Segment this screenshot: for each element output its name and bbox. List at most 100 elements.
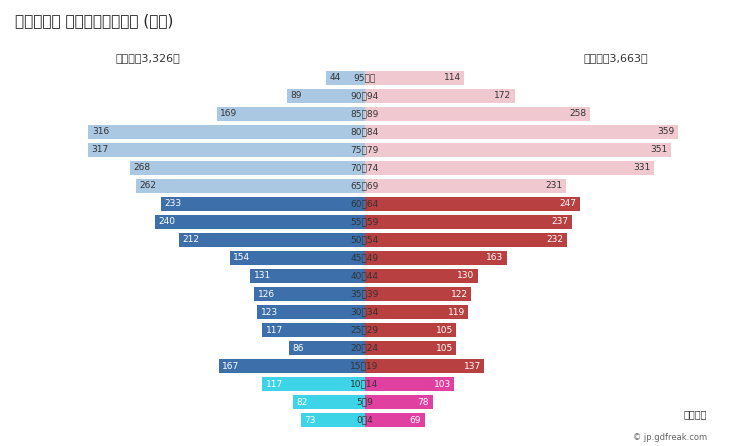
Text: 119: 119	[448, 308, 465, 317]
Text: 131: 131	[254, 272, 270, 281]
Bar	[364, 143, 671, 157]
Text: 65～69: 65～69	[351, 182, 378, 190]
Bar	[130, 161, 364, 175]
Text: 女性計：3,663人: 女性計：3,663人	[584, 54, 649, 63]
Bar	[262, 377, 364, 391]
Text: 169: 169	[220, 109, 238, 118]
Text: 73: 73	[304, 416, 316, 425]
Bar	[364, 179, 566, 193]
Text: 95歳～: 95歳～	[354, 73, 375, 82]
Bar	[364, 323, 456, 337]
Text: 163: 163	[486, 253, 504, 262]
Bar	[364, 215, 572, 229]
Bar	[326, 70, 364, 85]
Text: 117: 117	[266, 380, 283, 388]
Text: 75～79: 75～79	[351, 145, 378, 154]
Bar	[161, 197, 364, 211]
Text: 78: 78	[418, 398, 429, 407]
Bar	[364, 161, 654, 175]
Bar	[364, 413, 425, 427]
Text: 86: 86	[293, 343, 304, 353]
Bar	[364, 197, 580, 211]
Text: 89: 89	[290, 91, 302, 100]
Text: 114: 114	[443, 73, 461, 82]
Text: 90～94: 90～94	[351, 91, 378, 100]
Text: 123: 123	[260, 308, 278, 317]
Text: 240: 240	[158, 217, 175, 227]
Text: 268: 268	[134, 163, 151, 172]
Text: 50～54: 50～54	[351, 235, 378, 244]
Text: 103: 103	[434, 380, 451, 388]
Text: 82: 82	[297, 398, 308, 407]
Bar	[364, 359, 484, 373]
Text: 55～59: 55～59	[351, 217, 378, 227]
Text: 351: 351	[650, 145, 668, 154]
Bar	[364, 89, 515, 103]
Bar	[364, 287, 471, 301]
Text: 0～4: 0～4	[356, 416, 373, 425]
Text: 85～89: 85～89	[351, 109, 378, 118]
Bar	[136, 179, 364, 193]
Text: 233: 233	[165, 199, 182, 208]
Bar	[364, 341, 456, 355]
Text: 262: 262	[139, 182, 156, 190]
Bar	[179, 233, 364, 247]
Text: 30～34: 30～34	[351, 308, 378, 317]
Text: 316: 316	[92, 127, 109, 136]
Bar	[286, 89, 364, 103]
Text: 232: 232	[547, 235, 564, 244]
Text: 44: 44	[330, 73, 340, 82]
Text: 45～49: 45～49	[351, 253, 378, 262]
Text: 212: 212	[183, 235, 200, 244]
Text: 20～24: 20～24	[351, 343, 378, 353]
Text: 126: 126	[258, 289, 275, 298]
Bar	[87, 143, 364, 157]
Text: 117: 117	[266, 326, 283, 334]
Text: 137: 137	[464, 362, 480, 371]
Text: 359: 359	[658, 127, 674, 136]
Bar	[293, 395, 364, 409]
Bar	[364, 107, 590, 121]
Text: 5～9: 5～9	[356, 398, 373, 407]
Bar	[364, 70, 464, 85]
Text: 70～74: 70～74	[351, 163, 378, 172]
Bar	[364, 377, 454, 391]
Text: 317: 317	[91, 145, 109, 154]
Bar	[219, 359, 364, 373]
Text: © jp.gdfreak.com: © jp.gdfreak.com	[633, 433, 707, 442]
Text: ２０３０年 大台町の人口構成 (予測): ２０３０年 大台町の人口構成 (予測)	[15, 13, 173, 29]
Bar	[364, 305, 469, 319]
Bar	[230, 251, 364, 265]
Text: 331: 331	[633, 163, 650, 172]
Text: 237: 237	[551, 217, 568, 227]
Text: 167: 167	[222, 362, 239, 371]
Text: 105: 105	[435, 326, 453, 334]
Text: 40～44: 40～44	[351, 272, 378, 281]
Text: 15～19: 15～19	[351, 362, 378, 371]
Text: 80～84: 80～84	[351, 127, 378, 136]
Text: 105: 105	[435, 343, 453, 353]
Bar	[257, 305, 364, 319]
Bar	[155, 215, 364, 229]
Text: 単位：人: 単位：人	[684, 409, 707, 419]
Bar	[262, 323, 364, 337]
Text: 69: 69	[410, 416, 421, 425]
Bar	[88, 124, 364, 139]
Bar	[364, 251, 507, 265]
Text: 247: 247	[560, 199, 577, 208]
Text: 60～64: 60～64	[351, 199, 378, 208]
Text: 231: 231	[546, 182, 563, 190]
Text: 25～29: 25～29	[351, 326, 378, 334]
Bar	[217, 107, 364, 121]
Text: 35～39: 35～39	[351, 289, 378, 298]
Bar	[364, 395, 432, 409]
Bar	[364, 124, 678, 139]
Text: 172: 172	[494, 91, 511, 100]
Text: 130: 130	[457, 272, 475, 281]
Text: 122: 122	[451, 289, 467, 298]
Bar	[364, 233, 567, 247]
Bar	[301, 413, 364, 427]
Bar	[364, 269, 478, 283]
Bar	[250, 269, 364, 283]
Text: 男性計：3,326人: 男性計：3,326人	[115, 54, 180, 63]
